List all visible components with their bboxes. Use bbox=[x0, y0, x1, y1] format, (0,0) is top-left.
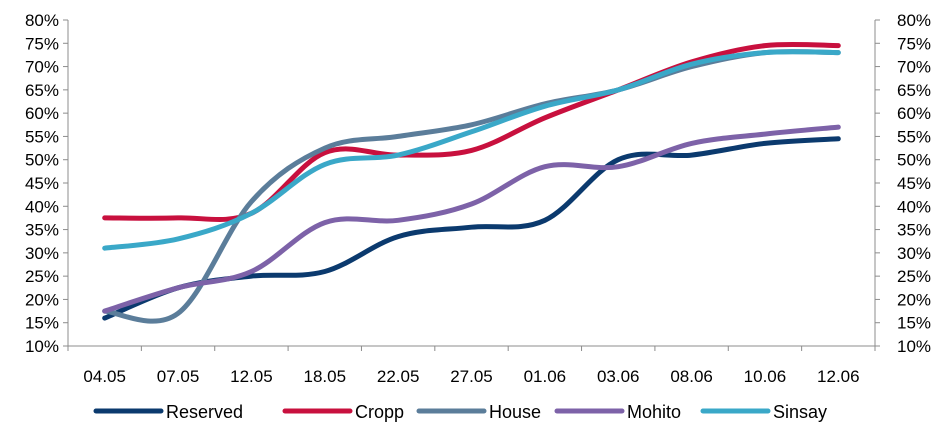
left-tick-label: 80% bbox=[25, 11, 59, 30]
right-tick-label: 35% bbox=[897, 221, 931, 240]
legend-label-sinsay: Sinsay bbox=[773, 402, 827, 422]
x-tick-label: 01.06 bbox=[524, 367, 567, 386]
x-tick-label: 12.05 bbox=[230, 367, 273, 386]
left-tick-label: 15% bbox=[25, 314, 59, 333]
left-tick-label: 55% bbox=[25, 127, 59, 146]
right-tick-label: 40% bbox=[897, 197, 931, 216]
right-tick-label: 15% bbox=[897, 314, 931, 333]
x-tick-label: 27.05 bbox=[450, 367, 493, 386]
x-tick-label: 10.06 bbox=[744, 367, 787, 386]
left-tick-label: 25% bbox=[25, 267, 59, 286]
right-tick-label: 25% bbox=[897, 267, 931, 286]
right-y-axis: 10% 15% 20% 25% 30% 35% 40% 45% 50% 55% 60% 65% 70% 7… bbox=[874, 11, 931, 356]
legend-label-reserved: Reserved bbox=[166, 402, 243, 422]
x-tick-label: 08.06 bbox=[670, 367, 713, 386]
legend-label-mohito: Mohito bbox=[627, 402, 681, 422]
x-tick-label: 12.06 bbox=[817, 367, 860, 386]
series-layer bbox=[102, 41, 841, 324]
x-tick-label: 22.05 bbox=[377, 367, 420, 386]
x-tick-label: 18.05 bbox=[303, 367, 346, 386]
series-line-mohito bbox=[102, 124, 841, 314]
right-tick-label: 55% bbox=[897, 127, 931, 146]
legend: Reserved Cropp House Mohito Sinsay bbox=[93, 402, 827, 422]
left-tick-label: 45% bbox=[25, 174, 59, 193]
left-tick-label: 65% bbox=[25, 81, 59, 100]
x-tick-label: 03.06 bbox=[597, 367, 640, 386]
x-tick-label: 07.05 bbox=[157, 367, 200, 386]
x-axis: 04.05 07.05 12.05 18.05 22.05 27.05 01.06 03.06… bbox=[67, 345, 876, 386]
right-tick-label: 80% bbox=[897, 11, 931, 30]
right-tick-label: 75% bbox=[897, 34, 931, 53]
left-tick-label: 60% bbox=[25, 104, 59, 123]
right-tick-label: 60% bbox=[897, 104, 931, 123]
right-tick-label: 45% bbox=[897, 174, 931, 193]
left-tick-label: 30% bbox=[25, 244, 59, 263]
right-tick-label: 50% bbox=[897, 151, 931, 170]
left-tick-label: 35% bbox=[25, 221, 59, 240]
series-line-cropp bbox=[102, 41, 841, 223]
x-tick-label: 04.05 bbox=[83, 367, 126, 386]
legend-label-cropp: Cropp bbox=[355, 402, 404, 422]
right-tick-label: 10% bbox=[897, 337, 931, 356]
right-tick-label: 65% bbox=[897, 81, 931, 100]
left-tick-label: 50% bbox=[25, 151, 59, 170]
left-tick-label: 75% bbox=[25, 34, 59, 53]
left-tick-label: 10% bbox=[25, 337, 59, 356]
right-tick-label: 30% bbox=[897, 244, 931, 263]
left-tick-label: 20% bbox=[25, 290, 59, 309]
left-tick-label: 40% bbox=[25, 197, 59, 216]
legend-label-house: House bbox=[489, 402, 541, 422]
right-tick-label: 20% bbox=[897, 290, 931, 309]
left-y-axis: 10% 15% 20% 25% 30% 35% 40% 45% 50% 55% 60% 65% 70% 7… bbox=[25, 11, 69, 356]
series-line-sinsay bbox=[102, 49, 841, 251]
left-tick-label: 70% bbox=[25, 58, 59, 77]
right-tick-label: 70% bbox=[897, 58, 931, 77]
